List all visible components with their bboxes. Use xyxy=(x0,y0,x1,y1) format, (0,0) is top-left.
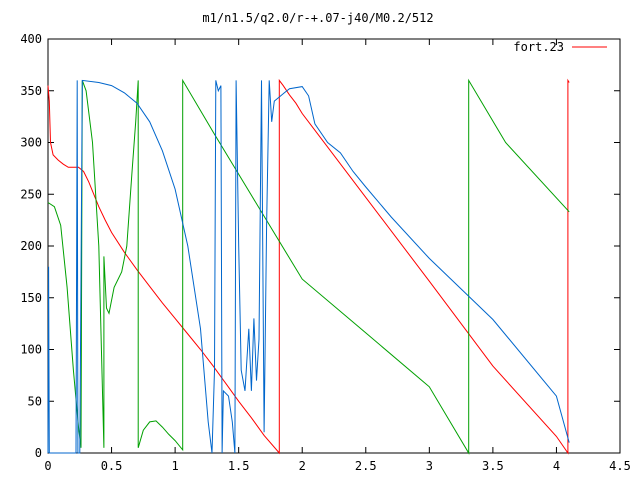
y-tick-label: 150 xyxy=(20,291,42,305)
y-tick-label: 50 xyxy=(28,394,42,408)
series-group xyxy=(47,78,570,455)
x-tick-label: 4 xyxy=(553,459,560,473)
legend-label: fort.23 xyxy=(513,40,564,54)
series-line-3 xyxy=(47,79,570,454)
x-tick-label: 3 xyxy=(426,459,433,473)
chart-title: m1/n1.5/q2.0/r-+.07-j40/M0.2/512 xyxy=(202,11,433,25)
x-tick-label: 2 xyxy=(299,459,306,473)
axis-ticks: 0 0.5 1 1.5 2 2.5 3 3.5 4 4.5 0 50 100 150 200 250 300 35… xyxy=(20,32,631,473)
y-tick-label: 200 xyxy=(20,239,42,253)
y-tick-label: 350 xyxy=(20,84,42,98)
y-tick-label: 250 xyxy=(20,187,42,201)
x-tick-label: 0 xyxy=(44,459,51,473)
legend: fort.23 xyxy=(513,40,607,54)
series-line-1 xyxy=(47,78,570,455)
y-tick-label: 100 xyxy=(20,343,42,357)
series-line-2 xyxy=(47,78,570,455)
x-tick-label: 4.5 xyxy=(609,459,631,473)
y-tick-label: 300 xyxy=(20,136,42,150)
x-tick-label: 0.5 xyxy=(101,459,123,473)
x-tick-label: 3.5 xyxy=(482,459,504,473)
y-tick-label: 0 xyxy=(35,446,42,460)
x-tick-label: 1.5 xyxy=(228,459,250,473)
x-tick-label: 2.5 xyxy=(355,459,377,473)
x-tick-label: 1 xyxy=(171,459,178,473)
y-tick-label: 400 xyxy=(20,32,42,46)
